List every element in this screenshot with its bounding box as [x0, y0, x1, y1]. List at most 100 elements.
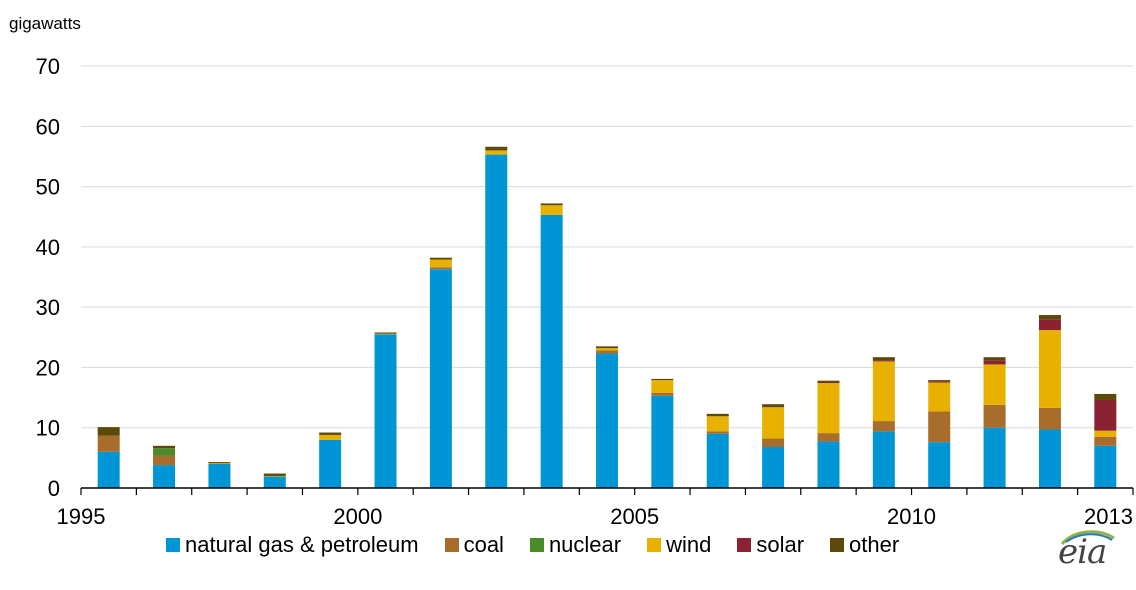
bar-segment	[983, 364, 1006, 405]
bar-segment	[651, 395, 674, 488]
bar-segment	[429, 257, 452, 260]
y-tick-label: 0	[48, 476, 60, 501]
x-tick-label: 2010	[887, 504, 936, 529]
bar-segment	[208, 463, 231, 464]
y-tick-label: 40	[36, 235, 60, 260]
bar-segment	[97, 451, 120, 488]
legend-item: solar	[737, 532, 804, 558]
bar-segment	[319, 434, 342, 440]
bar-segment	[429, 269, 452, 488]
bar-segment	[1094, 445, 1117, 488]
bar-segment	[762, 404, 785, 408]
bar-segment	[153, 465, 176, 488]
bar-segment	[263, 476, 286, 488]
bar-segment	[872, 361, 895, 422]
legend-label: natural gas & petroleum	[185, 532, 419, 557]
y-tick-label: 10	[36, 416, 60, 441]
eia-logo-swoosh-icon	[1060, 530, 1115, 546]
bar-segment	[651, 392, 674, 396]
bar-segment	[872, 357, 895, 361]
legend-swatch	[830, 538, 845, 552]
bar-segment	[1094, 436, 1117, 446]
bar-segment	[651, 378, 674, 381]
bar-segment	[596, 350, 618, 354]
legend-label: nuclear	[548, 532, 622, 557]
bar-segment	[97, 435, 120, 452]
legend-item: other	[830, 532, 899, 558]
legend-label: solar	[756, 532, 805, 557]
bar-segment	[817, 382, 840, 384]
bar-segment	[485, 150, 508, 155]
bar-segment	[651, 380, 674, 393]
bar-segment	[706, 431, 729, 434]
bar-segment	[817, 441, 840, 488]
eia-logo: eia	[1052, 528, 1124, 576]
bar-segment	[1094, 430, 1117, 437]
legend-item: natural gas & petroleum	[166, 532, 419, 558]
bar-segment	[928, 442, 951, 488]
bar-segment	[374, 333, 397, 335]
bar-segment	[983, 404, 1006, 428]
legend-swatch	[444, 538, 459, 552]
bar-segment	[1038, 319, 1061, 331]
bar-segment	[153, 455, 176, 466]
bar-segment	[1038, 407, 1061, 430]
bar-segment	[928, 411, 951, 443]
legend-swatch	[737, 538, 752, 552]
bar-segment	[1094, 393, 1117, 400]
bar-segment	[817, 383, 840, 434]
y-tick-label: 60	[36, 114, 60, 139]
stacked-bar-chart: 0 10 20 30 40 50 60 70 1995 2000 2005 2010 2013	[36, 54, 1134, 529]
bar-segment	[263, 473, 286, 476]
bar-segment	[153, 448, 176, 456]
legend-swatch	[647, 538, 662, 552]
bar-segment	[208, 462, 231, 464]
bar-segment	[596, 353, 618, 488]
bar-segment	[762, 447, 785, 488]
bar-segment	[872, 421, 895, 432]
bar-segment	[762, 438, 785, 448]
legend-swatch	[166, 538, 180, 552]
bar-segment	[374, 332, 397, 334]
bar-segment	[872, 360, 895, 362]
y-tick-label: 30	[36, 295, 60, 320]
bar-segment	[983, 357, 1006, 361]
x-tick-label: 2005	[610, 504, 659, 529]
bar-segment	[706, 416, 729, 432]
bar-segment	[817, 380, 840, 383]
bar-segment	[1094, 399, 1117, 431]
bar-segment	[319, 432, 342, 435]
bar-segment	[706, 433, 729, 488]
bar-segment	[983, 360, 1006, 365]
legend-label: coal	[463, 532, 504, 557]
y-tick-label: 20	[36, 355, 60, 380]
bar-segment	[540, 214, 563, 489]
bar-segment	[429, 259, 452, 268]
chart-legend: natural gas & petroleum coal nuclear wind so…	[166, 532, 925, 558]
bar-segment	[263, 475, 286, 477]
legend-item: wind	[647, 532, 711, 558]
bar-segment	[485, 146, 508, 151]
bar-segment	[596, 346, 618, 349]
bar-segment	[319, 439, 342, 488]
bar-segment	[153, 445, 176, 449]
legend-label: wind	[666, 532, 712, 557]
bar-segment	[374, 334, 397, 488]
x-tick-label: 1995	[57, 504, 106, 529]
bar-segment	[928, 382, 951, 412]
y-tick-label: 70	[36, 54, 60, 79]
legend-swatch	[529, 538, 544, 552]
bar-segment	[983, 427, 1006, 488]
bar-segment	[97, 427, 120, 436]
bar-segment	[540, 205, 563, 215]
bar-segment	[485, 154, 508, 488]
x-tick-label: 2000	[333, 504, 382, 529]
y-tick-label: 50	[36, 175, 60, 200]
bar-segment	[596, 348, 618, 351]
bar-segment	[872, 431, 895, 488]
bar-segment	[928, 381, 951, 383]
bar-segment	[928, 380, 951, 382]
bar-segment	[208, 463, 231, 488]
legend-label: other	[849, 532, 900, 557]
bar-segment	[706, 413, 729, 417]
